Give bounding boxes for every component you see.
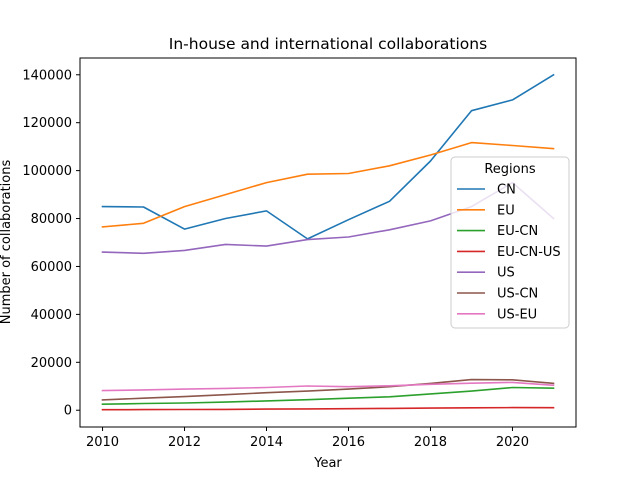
legend: Regions CN EU EU-CN EU-CN-US US US-CN US-EU [450, 156, 570, 329]
y-tick-label: 120000 [22, 116, 72, 131]
x-axis-label: Year [313, 456, 342, 471]
series-line-eu [101, 141, 555, 228]
x-tick-label: 2012 [168, 435, 201, 450]
plot-area-frame [79, 57, 577, 428]
y-tick-label: 60000 [31, 260, 72, 275]
series-line-eu-cn-us [101, 406, 555, 411]
legend-label-cn: CN [497, 183, 516, 198]
x-axis-ticks: 2010 2012 2014 2016 2018 2020 [86, 427, 529, 450]
series-line-us-cn [101, 378, 555, 401]
x-tick-label: 2010 [86, 435, 119, 450]
series-line-cn [101, 73, 555, 240]
y-tick-label: 80000 [31, 212, 72, 227]
plot-lines [101, 73, 555, 411]
y-tick-label: 20000 [31, 356, 72, 371]
legend-label-us-cn: US-CN [497, 287, 538, 302]
legend-box [450, 156, 570, 329]
y-tick-label: 100000 [22, 164, 72, 179]
x-tick-label: 2020 [496, 435, 529, 450]
y-tick-label: 0 [64, 404, 72, 419]
x-tick-label: 2014 [250, 435, 283, 450]
x-tick-label: 2018 [414, 435, 447, 450]
y-tick-label: 140000 [22, 68, 72, 83]
chart-title: In-house and international collaboration… [169, 35, 487, 53]
legend-items: CN EU EU-CN EU-CN-US US US-CN US-EU [457, 183, 561, 322]
legend-label-eu: EU [497, 203, 515, 218]
legend-label-us: US [497, 266, 515, 281]
series-line-eu-cn [101, 386, 555, 406]
y-axis-ticks: 0 20000 40000 60000 80000 100000 120000 140000 [22, 68, 80, 419]
legend-label-eu-cn: EU-CN [497, 224, 538, 239]
y-axis-label: Number of collaborations [0, 160, 14, 325]
legend-label-eu-cn-us: EU-CN-US [497, 245, 561, 260]
y-tick-label: 40000 [31, 308, 72, 323]
legend-title: Regions [484, 162, 536, 177]
series-line-us-eu [101, 381, 555, 392]
legend-label-us-eu: US-EU [497, 307, 537, 322]
x-tick-label: 2016 [332, 435, 365, 450]
